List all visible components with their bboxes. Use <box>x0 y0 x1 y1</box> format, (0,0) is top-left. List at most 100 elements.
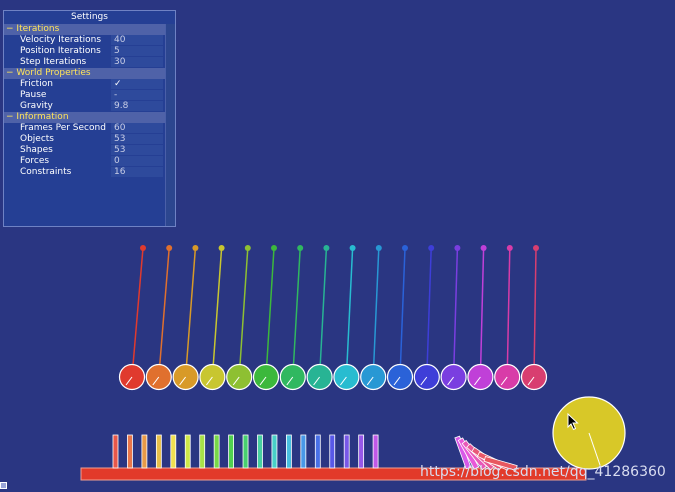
pendulum-anchor[interactable] <box>244 245 251 251</box>
friction-checkbox[interactable]: ✓ <box>111 79 163 89</box>
pendulum-ball-marker[interactable] <box>500 376 508 386</box>
pendulum-anchor[interactable] <box>480 245 487 251</box>
pendulum-ball-marker[interactable] <box>527 376 535 386</box>
settings-panel: Settings − Iterations Velocity Iteration… <box>3 10 176 227</box>
arrow-cursor-icon <box>567 413 579 431</box>
pendulum-ball-marker[interactable] <box>420 376 428 386</box>
setting-value-input[interactable]: 9.8 <box>111 101 163 111</box>
pendulum-string[interactable] <box>211 247 223 378</box>
info-value: 53 <box>111 145 163 155</box>
pendulum-string[interactable] <box>372 247 380 378</box>
heavy-ball-marker[interactable] <box>588 432 601 466</box>
domino-standing[interactable] <box>285 434 292 469</box>
pendulum-anchor[interactable] <box>402 245 408 251</box>
setting-label: Position Iterations <box>20 46 101 56</box>
info-label: Shapes <box>20 145 53 155</box>
domino-standing[interactable] <box>199 434 206 469</box>
domino-standing[interactable] <box>257 434 263 469</box>
pendulum-ball-marker[interactable] <box>286 376 294 386</box>
pendulum-anchor[interactable] <box>349 245 356 251</box>
panel-scrollbar[interactable] <box>165 24 175 226</box>
setting-value-input[interactable]: 40 <box>111 35 163 45</box>
info-label: Frames Per Second <box>20 123 106 133</box>
pause-checkbox[interactable]: - <box>111 90 163 100</box>
pendulum-ball-marker[interactable] <box>125 376 133 386</box>
setting-label: Velocity Iterations <box>20 35 102 45</box>
domino-standing[interactable] <box>127 434 133 469</box>
pendulum-anchor[interactable] <box>166 245 173 251</box>
pendulum-anchor[interactable] <box>428 245 435 251</box>
pendulum-string[interactable] <box>158 247 170 378</box>
pendulum-ball-marker[interactable] <box>447 376 455 386</box>
pendulum-string[interactable] <box>292 247 301 378</box>
pendulum-ball-marker[interactable] <box>179 376 187 386</box>
domino-standing[interactable] <box>112 434 119 469</box>
section-iterations[interactable]: − Iterations <box>4 24 165 35</box>
pendulum-ball-marker[interactable] <box>339 376 347 386</box>
collapse-icon[interactable]: − <box>6 112 14 122</box>
setting-value-input[interactable]: 30 <box>111 57 163 67</box>
domino-standing[interactable] <box>314 434 321 469</box>
corner-toggle[interactable] <box>0 482 7 489</box>
domino-standing[interactable] <box>300 434 307 469</box>
setting-value-input[interactable]: 5 <box>111 46 163 56</box>
domino-standing[interactable] <box>372 434 379 469</box>
pendulum-anchor[interactable] <box>218 245 225 251</box>
pendulum-string[interactable] <box>479 247 485 378</box>
domino-standing[interactable] <box>155 434 162 469</box>
collapse-icon[interactable]: − <box>6 24 14 34</box>
pendulum-anchor[interactable] <box>140 245 146 251</box>
domino-falling[interactable] <box>483 456 518 471</box>
pendulum-anchor[interactable] <box>533 245 539 251</box>
pendulum-ball-marker[interactable] <box>313 376 321 386</box>
pendulum-anchor[interactable] <box>192 245 199 251</box>
domino-standing[interactable] <box>213 434 220 469</box>
setting-row-gravity: Gravity 9.8 <box>4 101 165 112</box>
pendulum-string[interactable] <box>452 247 459 378</box>
pendulum-string[interactable] <box>345 247 354 378</box>
domino-standing[interactable] <box>343 434 350 469</box>
pendulum-ball-marker[interactable] <box>232 376 240 386</box>
pendulum-string[interactable] <box>506 247 511 378</box>
domino-standing[interactable] <box>141 434 148 469</box>
domino-standing[interactable] <box>329 434 336 469</box>
info-row-constraints: Constraints 16 <box>4 167 165 178</box>
pendulum-anchor[interactable] <box>375 245 382 251</box>
domino-standing[interactable] <box>358 434 365 469</box>
section-world-properties[interactable]: − World Properties <box>4 68 165 79</box>
section-label: Information <box>16 112 69 122</box>
pendulum-string[interactable] <box>238 247 249 378</box>
pendulum-anchor[interactable] <box>323 245 330 251</box>
domino-standing[interactable] <box>170 434 177 469</box>
info-label: Forces <box>20 156 50 166</box>
domino-standing[interactable] <box>242 434 249 469</box>
pendulum-string[interactable] <box>318 247 328 378</box>
pendulum-string[interactable] <box>131 247 144 378</box>
pendulum-ball-marker[interactable] <box>205 376 213 386</box>
pendulum-string[interactable] <box>533 247 537 378</box>
domino-standing[interactable] <box>271 434 278 469</box>
pendulum-string[interactable] <box>265 247 275 378</box>
info-value: 16 <box>111 167 163 177</box>
pendulum-anchor[interactable] <box>454 245 461 251</box>
domino-standing[interactable] <box>228 434 235 469</box>
pendulum-ball-marker[interactable] <box>152 376 160 386</box>
pendulum-string[interactable] <box>426 247 432 378</box>
info-label: Constraints <box>20 167 72 177</box>
domino-standing[interactable] <box>184 434 191 469</box>
pendulum-ball-marker[interactable] <box>473 376 481 386</box>
info-label: Objects <box>20 134 55 144</box>
pendulum-ball-marker[interactable] <box>259 376 267 386</box>
collapse-icon[interactable]: − <box>6 68 14 78</box>
pendulum-ball-marker[interactable] <box>366 376 374 386</box>
setting-label: Friction <box>20 79 53 89</box>
pendulum-ball-marker[interactable] <box>393 376 401 386</box>
pendulum-string[interactable] <box>184 247 197 378</box>
pendulum-anchor[interactable] <box>297 245 304 251</box>
pendulum-string[interactable] <box>399 247 406 378</box>
pendulum-anchor[interactable] <box>506 245 513 251</box>
setting-row-velocity-iterations: Velocity Iterations 40 <box>4 35 165 46</box>
section-information[interactable]: − Information <box>4 112 165 123</box>
pendulum-anchor[interactable] <box>271 245 277 251</box>
